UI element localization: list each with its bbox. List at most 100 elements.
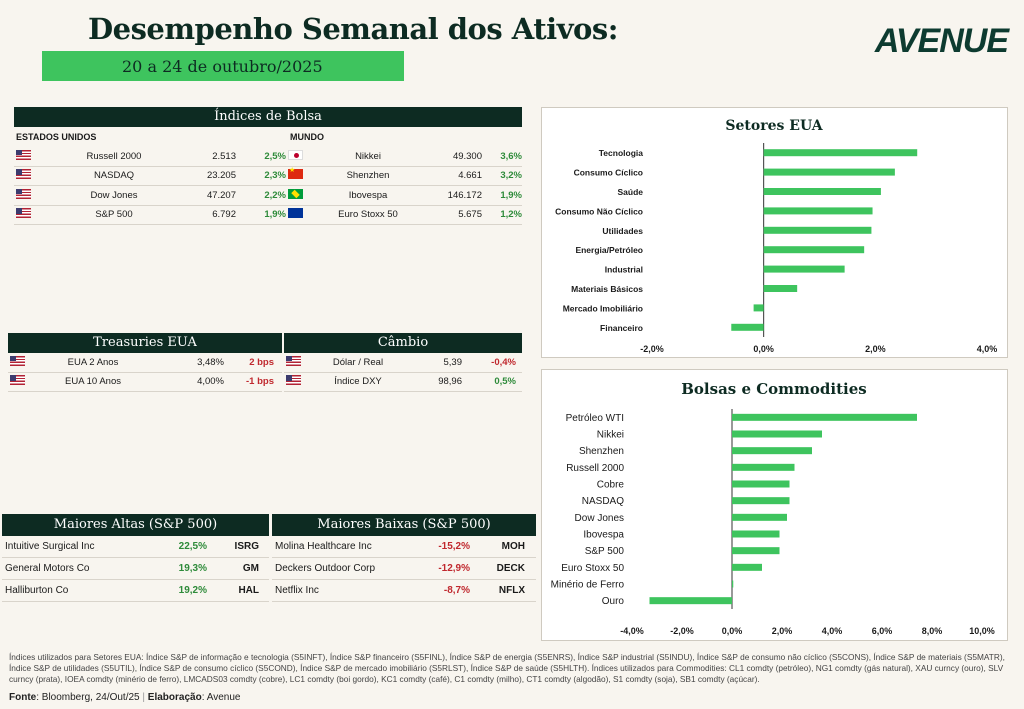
mover-row: Intuitive Surgical Inc 22,5% ISRG (2, 536, 269, 558)
index-value: 6.792 (212, 209, 236, 221)
tick-label: 4,0% (977, 344, 998, 354)
flag-br-icon (288, 188, 303, 199)
altas-header: Maiores Altas (S&P 500) (2, 514, 269, 536)
category-label: Materiais Básicos (571, 284, 643, 294)
bar (763, 246, 865, 254)
bar (763, 265, 845, 273)
table-row: Euro Stoxx 50 5.675 1,2% (286, 206, 522, 225)
cambio-header: Câmbio (284, 333, 522, 353)
company-name: Halliburton Co (5, 585, 69, 596)
footnote: Índices utilizados para Setores EUA: Índ… (9, 652, 1005, 684)
tick-label: 4,0% (822, 626, 843, 636)
company-change: 22,5% (178, 541, 207, 552)
index-value: 146.172 (447, 189, 482, 201)
category-label: Shenzhen (579, 446, 624, 457)
row-change: -1 bps (246, 376, 274, 388)
bar (753, 304, 764, 312)
bar (732, 580, 734, 588)
category-label: Consumo Não Cíclico (555, 206, 643, 216)
company-name: General Motors Co (5, 563, 90, 574)
category-label: Energia/Petróleo (575, 245, 643, 255)
bar (732, 497, 790, 505)
row-value: 3,48% (197, 356, 224, 368)
mover-row: Netflix Inc -8,7% NFLX (272, 580, 536, 602)
bar (763, 207, 873, 215)
flag-us-icon (16, 149, 31, 160)
index-name: Dow Jones (90, 189, 138, 201)
bar (732, 413, 917, 421)
category-label: Ouro (602, 596, 625, 607)
index-value: 47.207 (206, 189, 236, 201)
company-change: 19,3% (178, 563, 207, 574)
company-ticker: NFLX (498, 585, 525, 596)
bar (649, 597, 732, 605)
row-change: -0,4% (491, 356, 516, 368)
category-label: Dow Jones (575, 513, 624, 524)
bar (732, 480, 790, 488)
row-name: EUA 10 Anos (65, 376, 121, 388)
company-ticker: DECK (496, 563, 525, 574)
indices-header: Índices de Bolsa (14, 107, 522, 127)
date-range-banner: 20 a 24 de outubro/2025 (42, 51, 404, 81)
bar (763, 168, 895, 176)
tick-label: -2,0% (640, 344, 664, 354)
source-label: Fonte (9, 692, 37, 703)
bar (763, 149, 918, 157)
category-label: Russell 2000 (566, 463, 624, 474)
category-label: S&P 500 (585, 546, 625, 557)
index-change: 1,9% (264, 209, 286, 221)
flag-us-icon (10, 375, 25, 386)
category-label: Tecnologia (599, 148, 644, 158)
indices-table: Índices de Bolsa ESTADOS UNIDOS Russell … (14, 107, 522, 225)
tick-label: 0,0% (722, 626, 743, 636)
category-label: Euro Stoxx 50 (561, 563, 624, 574)
bar (732, 530, 780, 538)
bar (732, 463, 795, 471)
company-ticker: ISRG (234, 541, 259, 552)
table-row: EUA 10 Anos 4,00% -1 bps (8, 373, 282, 392)
bar (732, 513, 787, 521)
tick-label: 2,0% (865, 344, 886, 354)
category-label: Minério de Ferro (551, 580, 625, 591)
index-name: Russell 2000 (86, 150, 142, 162)
treasuries-table: Treasuries EUA EUA 2 Anos 3,48% 2 bps EUA 1… (8, 333, 282, 392)
index-name: NASDAQ (93, 170, 135, 182)
flag-us-icon (16, 169, 31, 180)
table-row: Shenzhen 4.661 3,2% (286, 166, 522, 186)
category-label: NASDAQ (582, 496, 624, 507)
flag-eu-icon (288, 208, 303, 219)
company-change: -15,2% (438, 541, 470, 552)
table-row: Dólar / Real 5,39 -0,4% (284, 353, 522, 373)
sectors-chart: Setores EUA Tecnologia Consumo Cíclico Saúd… (555, 118, 998, 354)
source-value: : Bloomberg, 24/Out/25 (36, 692, 140, 703)
index-value: 4.661 (458, 170, 482, 182)
index-value: 23.205 (206, 170, 236, 182)
category-label: Utilidades (602, 226, 643, 236)
company-ticker: GM (242, 563, 259, 574)
row-value: 5,39 (443, 356, 463, 368)
category-label: Consumo Cíclico (574, 168, 643, 178)
tick-label: 0,0% (753, 344, 774, 354)
bar (763, 285, 798, 292)
avenue-logo: AVENUE (874, 22, 1009, 60)
bar (732, 430, 822, 438)
mover-row: Molina Healthcare Inc -15,2% MOH (272, 536, 536, 558)
company-ticker: MOH (501, 541, 525, 552)
mover-row: Halliburton Co 19,2% HAL (2, 580, 269, 602)
index-value: 5.675 (458, 209, 482, 221)
company-name: Molina Healthcare Inc (275, 541, 372, 552)
cambio-table: Câmbio Dólar / Real 5,39 -0,4% Índice DXY 98… (284, 333, 522, 392)
tick-label: 8,0% (922, 626, 943, 636)
category-label: Ibovespa (583, 530, 624, 541)
row-name: Dólar / Real (332, 356, 384, 368)
company-name: Deckers Outdoor Corp (275, 563, 376, 574)
company-change: -8,7% (443, 585, 470, 596)
category-label: Saúde (617, 187, 643, 197)
company-name: Intuitive Surgical Inc (5, 541, 95, 552)
company-ticker: HAL (238, 585, 259, 596)
table-row: Dow Jones 47.207 2,2% (14, 186, 286, 206)
index-name: Euro Stoxx 50 (338, 209, 398, 221)
mover-row: Deckers Outdoor Corp -12,9% DECK (272, 558, 536, 580)
us-label: ESTADOS UNIDOS (16, 132, 97, 142)
row-name: EUA 2 Anos (67, 356, 119, 368)
